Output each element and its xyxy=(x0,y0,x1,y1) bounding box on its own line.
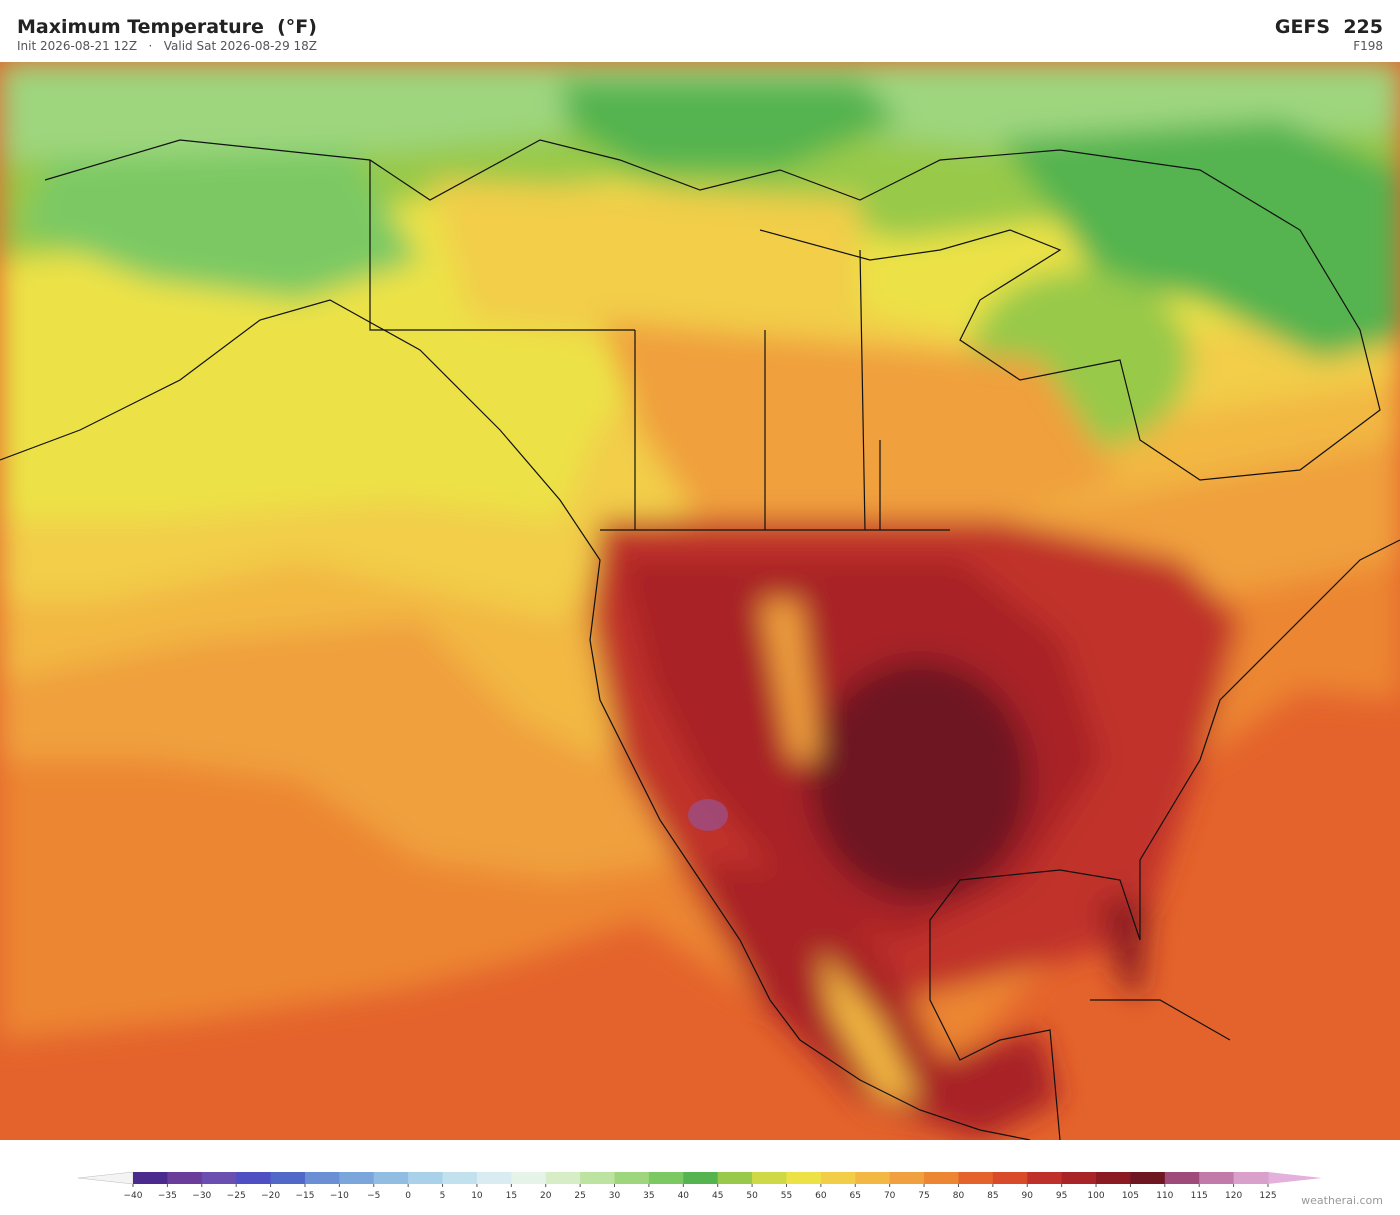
colorbar-tick-label: −30 xyxy=(192,1191,211,1201)
colorbar-bin xyxy=(786,1172,822,1184)
colorbar-tick-label: 105 xyxy=(1122,1191,1139,1201)
colorbar-bin xyxy=(1199,1172,1235,1184)
colorbar-tick-label: 75 xyxy=(918,1191,929,1201)
colorbar-tick-label: 120 xyxy=(1225,1191,1242,1201)
colorbar-bin xyxy=(889,1172,925,1184)
map xyxy=(0,62,1400,1140)
colorbar-tick-label: −15 xyxy=(295,1191,314,1201)
credit: weatherai.com xyxy=(1301,1194,1383,1207)
colorbar-bin xyxy=(924,1172,959,1184)
colorbar-bin xyxy=(958,1172,994,1184)
colorbar-bin xyxy=(304,1172,340,1184)
colorbar-bin xyxy=(408,1172,444,1184)
colorbar-tick-label: 60 xyxy=(815,1191,827,1201)
colorbar-bin xyxy=(545,1172,581,1184)
colorbar-bin xyxy=(1096,1172,1131,1184)
colorbar: −40 −35 −30 −25 −20 −15 −10 −5 0 5 10 15 20 25 30 35 40 4… xyxy=(77,1171,1322,1201)
colorbar-bin xyxy=(373,1172,409,1184)
colorbar-bin xyxy=(1061,1172,1097,1184)
colorbar-tick-label: 45 xyxy=(712,1191,723,1201)
colorbar-bin xyxy=(614,1172,650,1184)
colorbar-tick-label: 115 xyxy=(1191,1191,1208,1201)
colorbar-tick-label: −40 xyxy=(124,1191,143,1201)
colorbar-bin xyxy=(511,1172,547,1184)
colorbar-tick-label: 70 xyxy=(884,1191,896,1201)
subtitle: Init 2026-08-21 12Z · Valid Sat 2026-08-… xyxy=(17,39,318,53)
colorbar-bin xyxy=(992,1172,1028,1184)
colorbar-tick-label: 125 xyxy=(1259,1191,1276,1201)
colorbar-tick-label: 10 xyxy=(471,1191,483,1201)
colorbar-under xyxy=(77,1171,134,1185)
model: GEFS 225 xyxy=(1274,16,1383,38)
colorbar-bin xyxy=(1130,1172,1166,1184)
colorbar-bin xyxy=(855,1172,891,1184)
colorbar-tick-label: 50 xyxy=(746,1191,758,1201)
colorbar-bin xyxy=(1233,1172,1269,1184)
colorbar-tick-label: 110 xyxy=(1156,1191,1173,1201)
colorbar-bin xyxy=(683,1172,719,1184)
colorbar-tick-label: 35 xyxy=(643,1191,654,1201)
colorbar-tick-label: −10 xyxy=(330,1191,349,1201)
colorbar-over xyxy=(1268,1172,1322,1184)
colorbar-tick-label: 95 xyxy=(1056,1191,1067,1201)
colorbar-tick-label: 5 xyxy=(440,1191,446,1201)
colorbar-tick-label: 15 xyxy=(506,1191,517,1201)
colorbar-tick-label: −5 xyxy=(367,1191,380,1201)
colorbar-bin xyxy=(201,1172,237,1184)
colorbar-tick-label: 25 xyxy=(574,1191,585,1201)
colorbar-tick-label: 55 xyxy=(781,1191,792,1201)
colorbar-tick-label: 85 xyxy=(987,1191,998,1201)
colorbar-tick-label: 30 xyxy=(609,1191,621,1201)
colorbar-bin xyxy=(133,1172,168,1184)
colorbar-tick-label: 100 xyxy=(1087,1191,1104,1201)
forecast-hour: F198 xyxy=(1353,39,1383,53)
colorbar-bin xyxy=(1164,1172,1200,1184)
colorbar-tick-label: 80 xyxy=(953,1191,965,1201)
title: Maximum Temperature (°F) xyxy=(17,16,317,38)
colorbar-tick-label: 0 xyxy=(405,1191,411,1201)
colorbar-bin xyxy=(476,1172,512,1184)
colorbar-tick-label: −25 xyxy=(227,1191,246,1201)
colorbar-bin xyxy=(752,1172,787,1184)
colorbar-tick-label: 20 xyxy=(540,1191,552,1201)
colorbar-bin xyxy=(236,1172,272,1184)
colorbar-bin xyxy=(820,1172,856,1184)
colorbar-bin xyxy=(580,1172,616,1184)
colorbar-bin xyxy=(442,1172,478,1184)
colorbar-tick-label: 65 xyxy=(850,1191,861,1201)
colorbar-bin xyxy=(717,1172,753,1184)
colorbar-bin xyxy=(1027,1172,1063,1184)
colorbar-tick-label: 90 xyxy=(1022,1191,1034,1201)
colorbar-bin xyxy=(167,1172,203,1184)
colorbar-tick-label: 40 xyxy=(678,1191,690,1201)
colorbar-tick-label: −35 xyxy=(158,1191,177,1201)
colorbar-bin xyxy=(339,1172,375,1184)
colorbar-tick-label: −20 xyxy=(261,1191,280,1201)
colorbar-bin xyxy=(270,1172,306,1184)
colorbar-bin xyxy=(648,1172,684,1184)
